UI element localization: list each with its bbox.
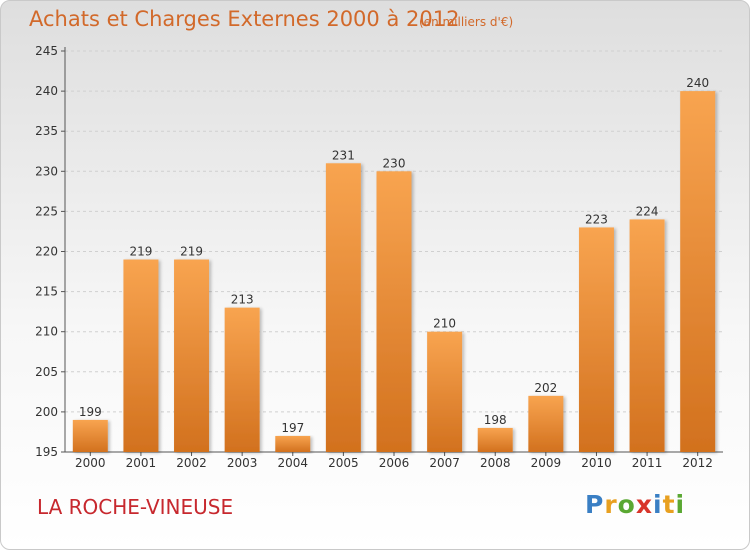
data-label: 210 [433,317,456,331]
unit-note: (en milliers d'€) [419,15,514,29]
bar-2009 [528,395,564,452]
data-label: 202 [534,381,557,395]
x-tick-label: 2000 [75,456,106,470]
bar-2002 [174,259,210,452]
logo-letter: i [653,490,663,519]
bar-2005 [325,163,361,452]
x-tick-label: 2006 [379,456,410,470]
data-label: 230 [383,156,406,170]
logo-letter: x [635,490,653,519]
bar-2011 [629,219,665,452]
data-label: 213 [231,293,254,307]
x-tick-label: 2005 [328,456,359,470]
x-tick-label: 2004 [277,456,308,470]
x-tick-label: 2003 [227,456,258,470]
y-tick-label: 215 [35,285,58,299]
data-label: 240 [686,76,709,90]
bar-2003 [224,307,260,452]
bar-2000 [72,419,108,452]
y-tick-label: 195 [35,445,58,459]
logo-letter: P [585,490,605,519]
y-tick-label: 230 [35,164,58,178]
x-tick-label: 2009 [531,456,562,470]
y-tick-label: 200 [35,405,58,419]
x-tick-label: 2002 [176,456,207,470]
bars [72,91,716,453]
data-labels: 199 219 219 213 197 231 230 210 198 202 223 224 240 [79,76,709,435]
data-label: 219 [180,245,203,259]
proxiti-logo: Proxiti [585,490,685,519]
bar-2012 [680,91,716,452]
bar-2006 [376,171,412,453]
y-tick-label: 225 [35,204,58,218]
x-tick-label: 2010 [581,456,612,470]
y-tick-label: 240 [35,84,58,98]
x-tick-label: 2011 [632,456,663,470]
y-tick-label: 245 [35,44,58,58]
bar-2004 [275,435,311,452]
data-label: 224 [636,204,659,218]
logo-letter: i [675,490,686,519]
data-label: 199 [79,405,102,419]
x-tick-labels: 2000 2001 2002 2003 2004 2005 2006 2007 2008 2009… [75,456,713,470]
y-tick-label: 235 [35,124,58,138]
location-name: LA ROCHE-VINEUSE [37,495,234,519]
x-tick-label: 2012 [682,456,713,470]
logo-letter: o [617,490,636,519]
x-tick-label: 2007 [429,456,460,470]
logo-letter: t [662,490,676,519]
y-tick-label: 205 [35,365,58,379]
y-tick-label: 220 [35,245,58,259]
y-tick-labels: 195 200 205 210 215 220 225 230 235 240 245 [35,44,58,459]
bar-2010 [578,227,614,452]
data-label: 198 [484,413,507,427]
x-tick-label: 2008 [480,456,511,470]
data-label: 223 [585,212,608,226]
logo-letter: r [604,490,618,519]
bar-2007 [427,331,463,452]
data-label: 219 [129,245,152,259]
bar-2001 [123,259,159,452]
y-tick-label: 210 [35,325,58,339]
data-label: 231 [332,148,355,162]
bar-2008 [477,427,513,452]
chart-title: Achats et Charges Externes 2000 à 2012 [29,7,460,31]
x-tick-label: 2001 [126,456,157,470]
data-label: 197 [281,421,304,435]
